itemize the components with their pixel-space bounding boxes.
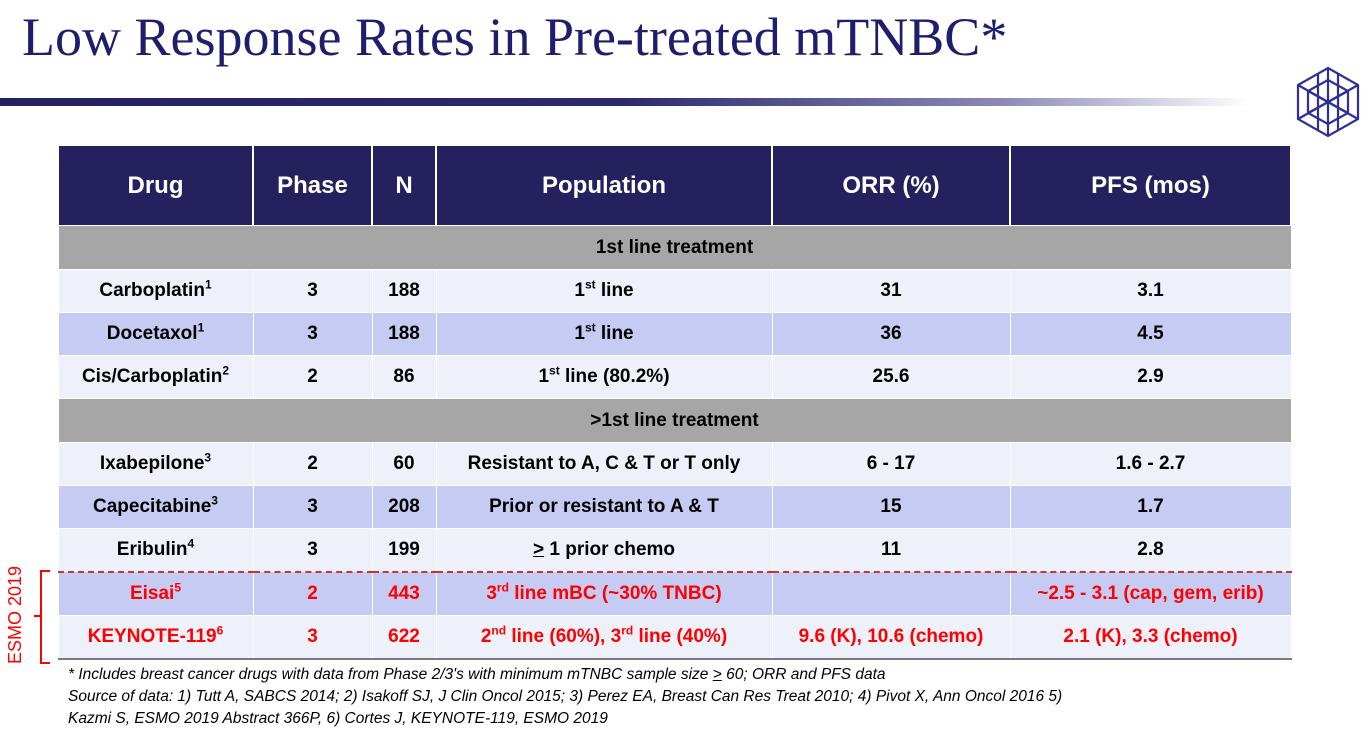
population-cell: 3rd line mBC (~30% TNBC) xyxy=(435,571,773,616)
phase-cell: 3 xyxy=(252,615,373,660)
population-cell: 2nd line (60%), 3rd line (40%) xyxy=(435,615,773,660)
drug-cell: Eisai5 xyxy=(57,571,254,616)
section-row-first-line: 1st line treatment xyxy=(57,225,1292,270)
table-row: Eribulin4 3 199 > 1 prior chemo 11 2.8 xyxy=(57,528,1292,573)
orr-cell: 36 xyxy=(771,312,1011,356)
table-header-row: Drug Phase N Population ORR (%) PFS (mos… xyxy=(57,146,1292,226)
drug-cell: Cis/Carboplatin2 xyxy=(57,355,254,399)
phase-cell: 3 xyxy=(252,269,373,313)
population-cell: Resistant to A, C & T or T only xyxy=(435,442,773,486)
n-cell: 443 xyxy=(371,571,437,616)
header-orr: ORR (%) xyxy=(771,146,1011,226)
phase-cell: 2 xyxy=(252,355,373,399)
orr-cell: 25.6 xyxy=(771,355,1011,399)
section-row-later-line: >1st line treatment xyxy=(57,398,1292,443)
header-pfs: PFS (mos) xyxy=(1009,146,1292,226)
table-row-highlighted: Eisai5 2 443 3rd line mBC (~30% TNBC) ~2… xyxy=(57,571,1292,616)
drug-cell: Carboplatin1 xyxy=(57,269,254,313)
phase-cell: 3 xyxy=(252,312,373,356)
pfs-cell: 1.6 - 2.7 xyxy=(1009,442,1292,486)
population-cell: 1st line xyxy=(435,269,773,313)
footnote: * Includes breast cancer drugs with data… xyxy=(68,664,1318,730)
phase-cell: 3 xyxy=(252,485,373,529)
orr-cell: 9.6 (K), 10.6 (chemo) xyxy=(771,615,1011,660)
drug-cell: Ixabepilone3 xyxy=(57,442,254,486)
header-drug: Drug xyxy=(57,146,254,226)
population-cell: 1st line (80.2%) xyxy=(435,355,773,399)
table-row: Docetaxol1 3 188 1st line 36 4.5 xyxy=(57,312,1292,356)
phase-cell: 2 xyxy=(252,571,373,616)
n-cell: 208 xyxy=(371,485,437,529)
header-phase: Phase xyxy=(252,146,373,226)
population-cell: Prior or resistant to A & T xyxy=(435,485,773,529)
n-cell: 188 xyxy=(371,269,437,313)
drug-cell: Docetaxol1 xyxy=(57,312,254,356)
section-label: >1st line treatment xyxy=(57,398,1292,443)
table-row: Cis/Carboplatin2 2 86 1st line (80.2%) 2… xyxy=(57,355,1292,399)
table-row: Capecitabine3 3 208 Prior or resistant t… xyxy=(57,485,1292,529)
n-cell: 622 xyxy=(371,615,437,660)
esmo-side-label: ESMO 2019 xyxy=(5,565,25,665)
n-cell: 188 xyxy=(371,312,437,356)
esmo-bracket xyxy=(34,570,50,664)
orr-cell: 15 xyxy=(771,485,1011,529)
pfs-cell: 2.9 xyxy=(1009,355,1292,399)
population-cell: 1st line xyxy=(435,312,773,356)
drug-cell: Eribulin4 xyxy=(57,528,254,573)
pfs-cell: 3.1 xyxy=(1009,269,1292,313)
n-cell: 60 xyxy=(371,442,437,486)
orr-cell: 31 xyxy=(771,269,1011,313)
table-row-highlighted: KEYNOTE-1196 3 622 2nd line (60%), 3rd l… xyxy=(57,615,1292,660)
pfs-cell: 1.7 xyxy=(1009,485,1292,529)
title-underline-bar xyxy=(0,98,1250,106)
section-label: 1st line treatment xyxy=(57,225,1292,270)
orr-cell: 6 - 17 xyxy=(771,442,1011,486)
drug-cell: KEYNOTE-1196 xyxy=(57,615,254,660)
phase-cell: 2 xyxy=(252,442,373,486)
footnote-line-3: Kazmi S, ESMO 2019 Abstract 366P, 6) Cor… xyxy=(68,710,608,727)
n-cell: 199 xyxy=(371,528,437,573)
drug-response-table: Drug Phase N Population ORR (%) PFS (mos… xyxy=(57,146,1292,660)
footnote-line-1: * Includes breast cancer drugs with data… xyxy=(68,666,886,683)
header-population: Population xyxy=(435,146,773,226)
drug-cell: Capecitabine3 xyxy=(57,485,254,529)
pfs-cell: 2.8 xyxy=(1009,528,1292,573)
pfs-cell: 2.1 (K), 3.3 (chemo) xyxy=(1009,615,1292,660)
footnote-line-2: Source of data: 1) Tutt A, SABCS 2014; 2… xyxy=(68,688,1063,705)
slide-title: Low Response Rates in Pre-treated mTNBC* xyxy=(22,7,1008,67)
orr-cell xyxy=(771,571,1011,616)
pfs-cell: 4.5 xyxy=(1009,312,1292,356)
pfs-cell: ~2.5 - 3.1 (cap, gem, erib) xyxy=(1009,571,1292,616)
header-n: N xyxy=(371,146,437,226)
phase-cell: 3 xyxy=(252,528,373,573)
table-row: Carboplatin1 3 188 1st line 31 3.1 xyxy=(57,269,1292,313)
table-row: Ixabepilone3 2 60 Resistant to A, C & T … xyxy=(57,442,1292,486)
n-cell: 86 xyxy=(371,355,437,399)
orr-cell: 11 xyxy=(771,528,1011,573)
hexagon-network-logo-icon xyxy=(1296,66,1360,138)
population-cell: > 1 prior chemo xyxy=(435,528,773,573)
